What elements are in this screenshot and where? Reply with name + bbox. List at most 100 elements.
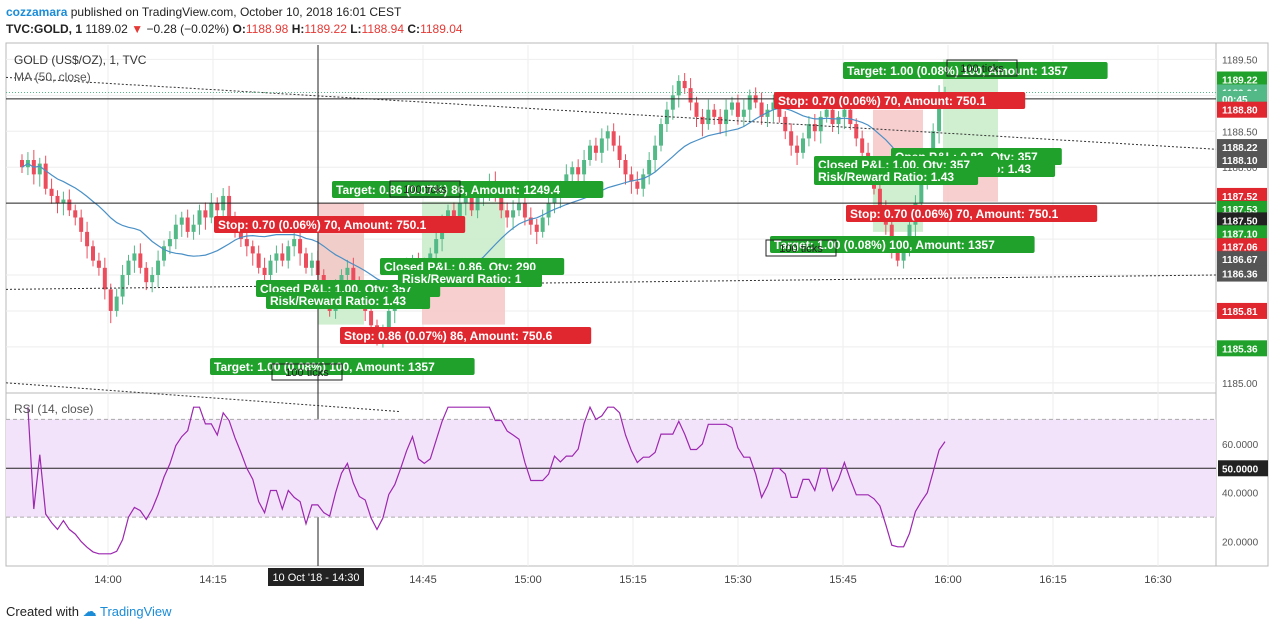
candle-body xyxy=(238,231,243,240)
candle-body xyxy=(215,203,220,211)
x-tick-label: 14:45 xyxy=(409,574,437,586)
rsi-line xyxy=(27,405,946,555)
price-marker-box xyxy=(1217,340,1267,357)
published-text: published on TradingView.com, October 10… xyxy=(70,5,402,19)
candle-body xyxy=(664,109,669,125)
candle-body xyxy=(244,239,249,247)
tick-badge: 100 ticks xyxy=(779,243,823,255)
position-label: Risk/Reward Ratio: 1.43 xyxy=(270,294,406,308)
candle-body xyxy=(919,181,924,204)
moving-average-line xyxy=(21,107,946,291)
price-marker-label: 1187.06 xyxy=(1222,242,1258,253)
candle-body xyxy=(55,195,60,204)
price-change: −0.28 (−0.02%) xyxy=(146,22,230,36)
ohlc-line: TVC:GOLD, 1 1189.02 ▼ −0.28 (−0.02%) O:1… xyxy=(6,21,463,38)
author-link[interactable]: cozzamara xyxy=(6,5,68,19)
position-labels: Target: 1.00 (0.08%) 100, Amount: 1357 St… xyxy=(210,59,1108,381)
tradingview-brand-link[interactable]: TradingView xyxy=(100,604,172,619)
x-tick-label: 16:00 xyxy=(934,574,962,586)
candle-body xyxy=(434,239,439,254)
price-marker-label: 1187.53 xyxy=(1222,205,1258,216)
candle-body xyxy=(907,224,912,247)
candle-body xyxy=(889,224,894,247)
candle-body xyxy=(931,131,936,160)
price-marker-label: 1185.36 xyxy=(1222,344,1258,355)
position-label-box xyxy=(214,216,466,233)
candle-body xyxy=(191,224,196,232)
tick-badge: 100 ticks xyxy=(403,184,447,196)
candle-body xyxy=(540,217,545,232)
candle-body xyxy=(197,210,202,225)
symbol-label[interactable]: TVC:GOLD, 1 xyxy=(6,22,83,36)
candle-body xyxy=(848,109,853,125)
candle-body xyxy=(351,267,356,283)
candle-body xyxy=(79,217,84,232)
price-marker-box xyxy=(1217,71,1267,88)
ma-50-line xyxy=(21,107,946,291)
chart-canvas[interactable]: Target: 1.00 (0.08%) 100, Amount: 1357 St… xyxy=(0,0,1274,600)
candle-body xyxy=(700,116,705,125)
high-label: H: xyxy=(291,22,305,36)
candle-body xyxy=(386,310,391,333)
candle-body xyxy=(599,138,604,153)
candle-body xyxy=(789,131,794,146)
price-marker-box xyxy=(1217,187,1267,204)
price-marker-box xyxy=(1217,265,1267,282)
tradingview-logo-icon: ☁ xyxy=(82,603,97,619)
candle-body xyxy=(588,145,592,160)
candle-body xyxy=(102,267,107,290)
candle-body xyxy=(682,80,687,89)
candle-body xyxy=(167,239,172,247)
candle-body xyxy=(49,188,54,196)
candle-body xyxy=(20,160,24,168)
candle-body xyxy=(250,246,255,254)
candle-body xyxy=(528,217,533,225)
candle-body xyxy=(463,195,468,204)
last-price: 1189.02 xyxy=(85,22,128,36)
candle-body xyxy=(629,174,634,182)
x-cursor-badge xyxy=(268,568,364,586)
candle-body xyxy=(611,131,616,146)
candle-body xyxy=(641,174,646,189)
price-marker-box xyxy=(1217,152,1267,168)
x-tick-label: 14:15 xyxy=(199,574,227,586)
x-tick-label: 15:15 xyxy=(619,574,647,586)
candle-body xyxy=(262,267,267,275)
y-tick-label: 1188.00 xyxy=(1222,163,1258,174)
low-value: 1188.94 xyxy=(361,22,405,36)
candle-body xyxy=(552,195,557,204)
candle-body xyxy=(937,95,942,132)
price-marker-box xyxy=(1217,101,1267,118)
candle-body xyxy=(138,253,143,268)
candle-body xyxy=(256,253,261,268)
candle-body xyxy=(860,138,865,153)
candle-body xyxy=(842,109,847,117)
candle-body xyxy=(836,116,841,125)
position-label: Target: 1.00 (0.08%) 100, Amount: 1357 xyxy=(214,360,435,374)
x-cursor-label: 10 Oct '18 - 14:30 xyxy=(272,572,359,584)
candle-body xyxy=(647,160,652,175)
candle-body xyxy=(298,239,303,254)
rsi-current-marker xyxy=(1218,460,1268,477)
candle-body xyxy=(818,116,823,132)
chart-header: cozzamara published on TradingView.com, … xyxy=(6,4,463,38)
candle-body xyxy=(227,195,232,218)
y-tick-label: 1185.00 xyxy=(1222,379,1258,390)
candle-body xyxy=(593,145,598,153)
candle-body xyxy=(522,203,527,218)
price-marker-box xyxy=(1217,212,1267,229)
rsi-tick-label: 40.0000 xyxy=(1222,489,1259,500)
candle-body xyxy=(806,124,811,139)
candle-body xyxy=(747,95,752,110)
candle-body xyxy=(274,253,279,261)
position-label-box xyxy=(332,181,604,198)
price-marker-label: 1188.80 xyxy=(1222,106,1258,117)
rsi-indicator xyxy=(6,405,1216,555)
candle-body xyxy=(268,260,273,275)
footer: Created with ☁ TradingView xyxy=(6,603,172,620)
candle-body xyxy=(688,88,693,103)
position-label-box xyxy=(843,62,1108,79)
candle-body xyxy=(150,275,155,283)
position-label: Stop: 0.70 (0.06%) 70, Amount: 750.1 xyxy=(778,94,987,108)
tick-badge-box xyxy=(946,59,1018,77)
